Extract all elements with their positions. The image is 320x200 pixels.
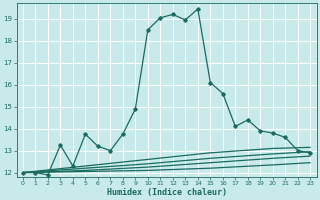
- X-axis label: Humidex (Indice chaleur): Humidex (Indice chaleur): [107, 188, 227, 197]
